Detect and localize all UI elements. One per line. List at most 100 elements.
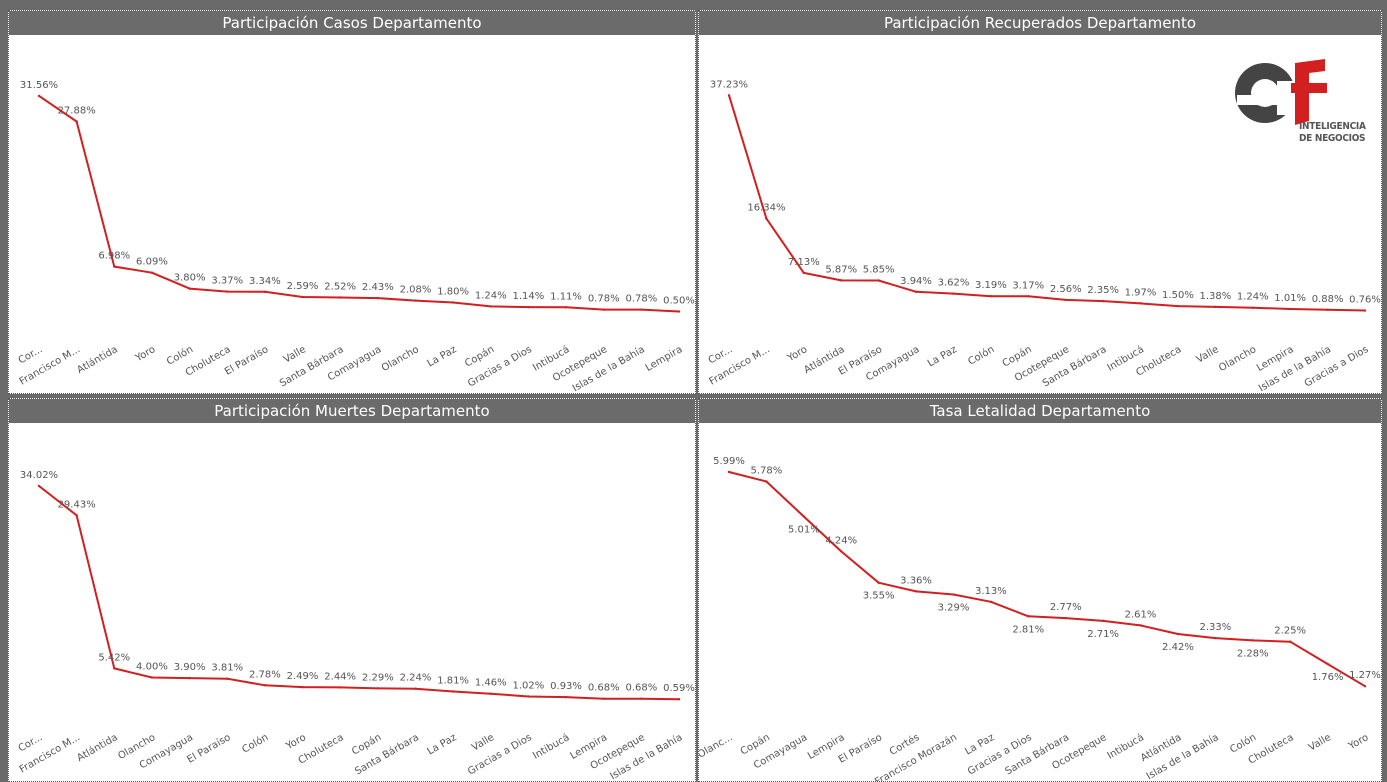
data-point: [640, 308, 643, 311]
data-point: [188, 287, 191, 290]
data-point: [1326, 662, 1329, 666]
data-point: [840, 550, 843, 553]
data-label: 2.78%: [249, 669, 281, 680]
data-label: 3.34%: [249, 276, 281, 287]
x-tick-label: Santa Bárbara: [1040, 343, 1108, 389]
data-label: 5.87%: [825, 264, 857, 275]
data-label: 0.93%: [550, 681, 582, 692]
data-point: [527, 305, 530, 309]
data-label: 2.28%: [1237, 648, 1269, 659]
data-label: 2.61%: [1125, 609, 1157, 620]
data-point: [301, 295, 304, 299]
data-point: [1214, 636, 1217, 640]
data-point: [1288, 307, 1292, 311]
data-label: 1.01%: [1274, 293, 1306, 304]
data-point: [301, 685, 304, 689]
data-label: 2.33%: [1199, 622, 1231, 633]
logo-text-line1: INTELIGENCIA: [1299, 121, 1366, 132]
data-label: 2.49%: [287, 671, 319, 682]
data-label: 0.88%: [1312, 294, 1344, 305]
data-point: [338, 296, 342, 299]
data-point: [989, 600, 993, 603]
data-point: [75, 514, 78, 517]
x-tick-label: Yoro: [133, 344, 157, 364]
data-label: 1.14%: [513, 291, 545, 302]
data-point: [877, 279, 880, 282]
data-label: 2.44%: [324, 671, 356, 682]
data-label: 4.24%: [825, 535, 857, 546]
series-line: [38, 95, 680, 313]
x-tick-label: Colón: [240, 731, 271, 756]
data-label: 3.94%: [900, 276, 932, 287]
x-tick-label: La Paz: [426, 732, 459, 757]
data-label: 16.34%: [747, 203, 785, 214]
data-label: 2.81%: [1012, 624, 1044, 635]
data-point: [150, 676, 154, 679]
data-label: 1.50%: [1162, 290, 1194, 301]
x-tick-label: Gracias a Dios: [966, 732, 1034, 777]
logo-mark: [1235, 59, 1327, 125]
data-point: [1064, 616, 1067, 620]
data-label: 3.55%: [863, 591, 895, 602]
data-point: [914, 290, 918, 293]
data-label: 2.77%: [1050, 602, 1082, 613]
data-point: [37, 484, 41, 488]
data-point: [1064, 298, 1067, 302]
data-point: [37, 94, 41, 98]
data-point: [1101, 619, 1105, 623]
data-label: 1.46%: [475, 678, 507, 689]
data-label: 5.99%: [713, 456, 745, 467]
data-label: 0.76%: [1349, 295, 1381, 306]
data-label: 27.88%: [58, 105, 96, 116]
data-point: [727, 470, 731, 474]
x-tick-label: Yoro: [1346, 732, 1370, 752]
data-point: [150, 271, 154, 274]
data-label: 2.29%: [362, 672, 394, 683]
data-label: 1.24%: [475, 290, 507, 301]
x-tick-label: Yoro: [284, 732, 308, 752]
chart-muertes: 34.02%Cor...29.43%Francisco M...5.42%Atl…: [17, 470, 695, 781]
chart-title: Participación Recuperados Departamento: [699, 11, 1381, 35]
x-tick-label: La Paz: [926, 344, 959, 369]
data-point: [451, 690, 455, 693]
data-label: 2.71%: [1087, 629, 1119, 640]
panel-letalidad: Tasa Letalidad Departamento 5.99% Olanc..…: [698, 398, 1382, 782]
data-label: 2.08%: [400, 285, 432, 296]
data-label: 0.59%: [663, 683, 695, 694]
data-label: 1.11%: [550, 291, 582, 302]
data-label: 0.50%: [663, 296, 695, 307]
x-tick-label: Cor...: [707, 344, 735, 366]
data-label: 31.56%: [20, 80, 58, 91]
x-tick-label: Olancho: [380, 344, 421, 374]
data-point: [877, 581, 880, 584]
data-label: 3.90%: [174, 662, 206, 673]
data-point: [802, 515, 806, 518]
chart-title: Tasa Letalidad Departamento: [699, 399, 1381, 423]
data-label: 3.19%: [975, 280, 1007, 291]
data-point: [1027, 615, 1030, 618]
x-tick-label: Yoro: [785, 344, 809, 364]
data-label: 7.13%: [788, 257, 820, 268]
chart-title: Participación Casos Departamento: [9, 11, 695, 35]
x-tick-label: Intibucá: [531, 731, 572, 762]
x-tick-label: Colón: [966, 343, 997, 368]
data-point: [1326, 308, 1329, 312]
logo-text-line2: DE NEGOCIOS: [1299, 133, 1366, 144]
data-label: 3.80%: [174, 273, 206, 284]
data-label: 2.59%: [287, 281, 319, 292]
data-label: 1.76%: [1312, 672, 1344, 683]
x-tick-label: Valle: [1195, 344, 1221, 365]
data-point: [451, 301, 455, 304]
data-point: [338, 686, 342, 689]
data-label: 3.37%: [211, 276, 243, 287]
x-tick-label: Santa Bárbara: [1003, 731, 1071, 777]
panel-muertes: Participación Muertes Departamento 34.02…: [8, 398, 696, 782]
data-point: [188, 676, 191, 680]
data-point: [677, 698, 681, 701]
x-tick-label: Santa Bárbara: [277, 343, 345, 389]
data-point: [765, 217, 768, 220]
data-label: 2.56%: [1050, 284, 1082, 295]
data-point: [489, 692, 492, 695]
data-point: [952, 593, 955, 596]
data-point: [1139, 624, 1142, 627]
